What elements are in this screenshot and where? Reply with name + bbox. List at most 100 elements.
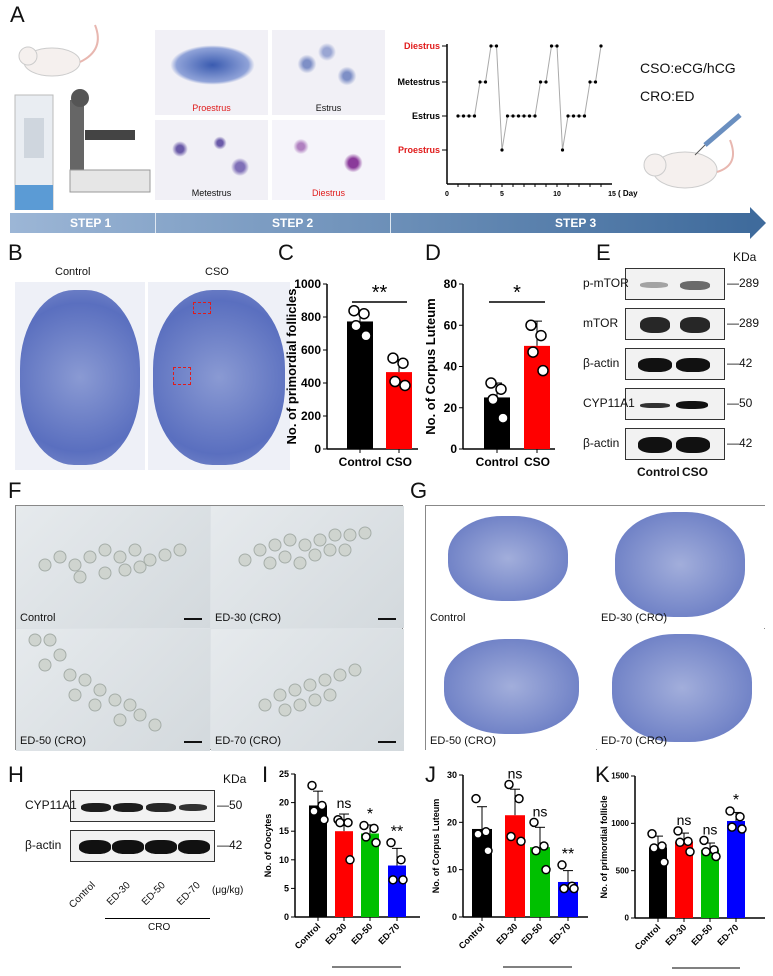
bar-cso: [524, 345, 550, 449]
oocyte: [338, 543, 352, 557]
scale-bar: [378, 741, 396, 743]
data-point: [397, 357, 409, 369]
panel-label-k: K: [595, 762, 610, 787]
oocyte: [118, 563, 132, 577]
y-tick-label: 0: [314, 442, 321, 456]
micrograph-diestrus: Diestrus: [272, 120, 385, 200]
ovary-image-grid: Control ED-30 (CRO) ED-50 (CRO) ED-70 (C…: [425, 505, 766, 751]
y-tick-label: 400: [301, 376, 321, 390]
oocyte: [263, 556, 277, 570]
x-tick-label: ED-30: [494, 921, 519, 946]
data-point: [531, 845, 541, 856]
chart-corpus-luteum-cso: 0 20 40 60 80 No. of Corpus Luteum Control CSO *: [425, 277, 555, 469]
data-point: [647, 828, 657, 839]
oocyte: [148, 718, 162, 732]
data-point: [529, 817, 539, 828]
section-label-cso: CSO: [205, 266, 229, 278]
micrograph-caption: Metestrus: [191, 188, 232, 198]
scale-bar: [378, 618, 396, 620]
cycle-point: [472, 114, 477, 118]
significance-label: ns: [533, 803, 548, 819]
y-tick-label: Estrus: [412, 111, 440, 121]
cycle-point: [478, 80, 482, 84]
data-point: [309, 806, 319, 816]
data-point: [335, 817, 345, 828]
oocyte: [93, 683, 107, 697]
x-axis-label: ( Day ): [618, 189, 640, 198]
oocyte: [53, 550, 67, 564]
x-tick-label: CSO: [524, 455, 550, 469]
x-tick-label: 15: [608, 191, 616, 198]
chart-oocytes-cro: 0 5 10 15 20 25 No. of Oocytes Control ED-30 ns ED…: [263, 769, 420, 976]
oocyte: [123, 698, 137, 712]
y-axis-label: No. of Oocytes: [263, 814, 273, 878]
cycle-point: [511, 114, 515, 118]
ovary-image-ed50: ED-50 (CRO): [426, 629, 596, 751]
dose-unit-label: (μg/kg): [212, 885, 244, 896]
oocyte: [128, 543, 142, 557]
oocyte: [38, 658, 52, 672]
x-tick-label: ED-50: [519, 921, 544, 946]
data-point: [497, 412, 509, 424]
bar-control: [472, 828, 492, 917]
protein-band: [113, 802, 143, 812]
oocyte: [68, 688, 82, 702]
group-line: [105, 918, 210, 919]
cycle-point: [599, 44, 603, 48]
data-point: [483, 845, 493, 856]
treatment-cro: CRO:ED: [640, 88, 695, 104]
cycle-line: [458, 45, 602, 151]
y-tick-label: 15: [279, 826, 289, 836]
data-point: [471, 793, 481, 804]
oocyte-image-ed30: ED-30 (CRO): [211, 506, 404, 628]
group-label: CRO: [352, 973, 381, 976]
y-tick-label: 0: [452, 912, 457, 922]
y-tick-label: 40: [444, 360, 458, 374]
micrograph-caption: Diestrus: [311, 188, 345, 198]
data-point: [495, 383, 507, 395]
oocyte: [133, 560, 147, 574]
data-point: [711, 851, 721, 862]
oocyte: [143, 553, 157, 567]
panel-label-g: G: [410, 478, 428, 503]
micrograph-metestrus: Metestrus: [155, 120, 268, 200]
cycle-point: [593, 80, 598, 84]
panel-label-e: E: [596, 240, 611, 265]
data-point: [487, 393, 499, 406]
y-axis-label: No. of Corpus Luteum: [431, 799, 441, 894]
significance-label: ns: [677, 812, 692, 828]
blot-protein-label: CYP11A1: [583, 396, 635, 410]
cycle-point: [456, 114, 460, 118]
cycle-point: [516, 114, 521, 118]
blot-protein-label: p-mTOR: [583, 276, 629, 290]
significance-label: ns: [508, 765, 523, 781]
significance-label: **: [372, 282, 388, 304]
data-point: [514, 793, 524, 804]
image-caption: Control: [430, 612, 466, 624]
significance-label: **: [391, 824, 403, 841]
protein-band: [640, 317, 670, 333]
blot-kda-marker: —42: [217, 838, 243, 852]
oocyte: [348, 663, 362, 677]
image-caption: ED-70 (CRO): [215, 735, 282, 747]
cycle-point: [555, 44, 559, 48]
y-tick-label: 30: [447, 770, 457, 780]
blot-row-cyp11a1: [625, 388, 725, 420]
protein-band: [640, 402, 670, 408]
oocyte: [273, 688, 287, 702]
step-1: STEP 1: [70, 216, 112, 230]
y-tick-label: 5: [284, 883, 289, 893]
x-tick-label: Control: [293, 921, 323, 951]
panel-label-c: C: [278, 240, 294, 265]
cycle-point: [467, 114, 471, 118]
panel-label-i: I: [262, 762, 269, 787]
step-2: STEP 2: [272, 216, 314, 230]
x-tick-label: 10: [553, 191, 561, 198]
bar-ed-30: [505, 815, 525, 917]
oocyte: [98, 543, 112, 557]
image-caption: ED-50 (CRO): [430, 735, 497, 747]
cycle-point: [489, 44, 493, 48]
x-tick-label: 5: [500, 191, 504, 198]
data-point: [319, 815, 329, 825]
micrograph-caption: Proestrus: [192, 103, 231, 113]
